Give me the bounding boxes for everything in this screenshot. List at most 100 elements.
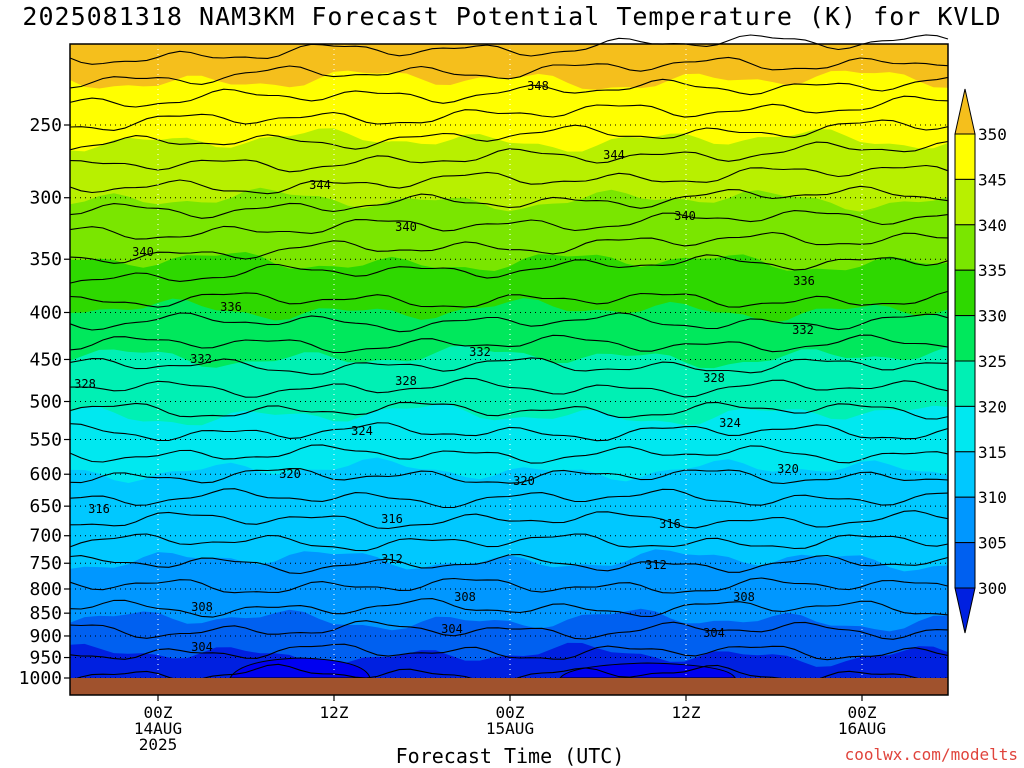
y-tick-label-600: 600 [29, 464, 62, 485]
x-tick-label-3-1: 00Z [496, 703, 525, 722]
y-tick-label-300: 300 [29, 188, 62, 209]
contour-line-23 [69, 533, 949, 552]
colorbar-label-305: 305 [978, 534, 1007, 553]
contour-labels: 348 344 344 340 340 340 336 336 332 332 332 328 328 3… [74, 79, 815, 654]
colorbar-segment-5 [954, 315, 976, 362]
colorbar-segment-6 [954, 360, 976, 407]
contour-label-18: 320 [513, 474, 535, 488]
y-tick-label-250: 250 [29, 115, 62, 136]
y-tick-label-350: 350 [29, 249, 62, 270]
contour-line-27 [69, 620, 949, 640]
contour-line-2 [69, 56, 949, 89]
y-tick-label-750: 750 [29, 553, 62, 574]
colorbar-segment-7 [954, 405, 976, 453]
ground-band [70, 678, 948, 695]
x-tick-label-5-2: 16AUG [838, 719, 886, 738]
contour-lines [69, 34, 949, 685]
y-tick-label-950: 950 [29, 648, 62, 669]
colorbar-label-320: 320 [978, 397, 1007, 416]
contour-label-30: 304 [191, 640, 213, 654]
colorbar-label-335: 335 [978, 261, 1007, 280]
colorbar-segment-1 [954, 133, 976, 180]
contour-label-7: 336 [793, 274, 815, 288]
contour-label-23: 312 [381, 552, 403, 566]
contour-label-6: 340 [132, 245, 154, 259]
colorbar-label-340: 340 [978, 216, 1007, 235]
colorbar-segment-2 [954, 178, 976, 226]
colorbar-label-330: 330 [978, 307, 1007, 326]
contour-line-3 [69, 76, 949, 108]
contour-label-27: 308 [733, 590, 755, 604]
contour-label-26: 308 [454, 590, 476, 604]
contour-line-7 [69, 164, 949, 195]
y-tick-label-550: 550 [29, 430, 62, 451]
colorbar-segment-10 [954, 542, 976, 589]
y-tick-label-400: 400 [29, 302, 62, 323]
contour-line-12 [69, 290, 949, 308]
contour-line-10 [69, 231, 949, 264]
y-tick-label-700: 700 [29, 526, 62, 547]
y-tick-label-500: 500 [29, 392, 62, 413]
contour-line-5 [69, 119, 949, 151]
contour-line-6 [69, 140, 949, 173]
colorbar-label-350: 350 [978, 125, 1007, 144]
cold-pocket-2 [558, 662, 736, 679]
contour-label-1: 348 [527, 79, 549, 93]
contour-line-4 [69, 95, 949, 131]
x-tick-label-1-1: 00Z [144, 703, 173, 722]
contour-label-9: 332 [792, 323, 814, 337]
ground-layer [70, 678, 948, 695]
contour-label-12: 328 [74, 377, 96, 391]
contour-line-28 [69, 643, 949, 661]
colorbar-label-315: 315 [978, 443, 1007, 462]
contour-label-13: 328 [703, 371, 725, 385]
y-tick-label-900: 900 [29, 626, 62, 647]
contour-label-29: 304 [703, 626, 725, 640]
contour-line-24 [69, 553, 949, 575]
contour-label-16: 324 [719, 416, 741, 430]
contour-label-5: 340 [674, 209, 696, 223]
contour-label-11: 332 [190, 352, 212, 366]
contour-line-21 [69, 488, 949, 509]
y-tick-label-1000: 1000 [19, 668, 62, 689]
contour-line-13 [69, 312, 949, 333]
contour-line-1 [69, 34, 949, 65]
x-tick-label-4-1: 12Z [672, 703, 701, 722]
y-axis: 2503003504004505005506006507007508008509… [19, 115, 70, 689]
contour-label-19: 320 [777, 462, 799, 476]
contour-label-8: 336 [220, 300, 242, 314]
contour-line-25 [69, 577, 949, 594]
contour-line-26 [69, 598, 949, 618]
x-axis-title: Forecast Time (UTC) [395, 744, 625, 768]
contour-line-11 [69, 254, 949, 284]
contour-line-22 [69, 510, 949, 530]
colorbar-label-300: 300 [978, 579, 1007, 598]
plot-frame [69, 43, 949, 696]
colorbar-top-arrow [954, 88, 976, 135]
contour-label-21: 316 [381, 512, 403, 526]
contour-label-4: 340 [395, 220, 417, 234]
colorbar-segment-8 [954, 451, 976, 498]
contour-label-25: 308 [191, 600, 213, 614]
color-bands [70, 44, 948, 679]
y-tick-label-800: 800 [29, 579, 62, 600]
contour-label-2: 344 [603, 148, 625, 162]
x-tick-label-2-1: 12Z [320, 703, 349, 722]
contour-line-9 [69, 210, 949, 240]
colorbar: 350 345 340 335 330 325 320 315 310 305 300 [954, 88, 1007, 634]
contour-line-20 [69, 468, 949, 485]
y-tick-label-850: 850 [29, 603, 62, 624]
x-tick-label-1-2: 14AUG [134, 719, 182, 738]
contour-label-15: 324 [351, 424, 373, 438]
chart-title: 2025081318 NAM3KM Forecast Potential Tem… [22, 2, 1002, 31]
contour-label-3: 344 [309, 178, 331, 192]
colorbar-segment-4 [954, 269, 976, 317]
contour-line-17 [69, 401, 949, 420]
colorbar-segment-3 [954, 224, 976, 271]
contour-label-22: 316 [659, 517, 681, 531]
colorbar-label-325: 325 [978, 352, 1007, 371]
contour-label-20: 316 [88, 502, 110, 516]
contour-line-19 [69, 444, 949, 464]
